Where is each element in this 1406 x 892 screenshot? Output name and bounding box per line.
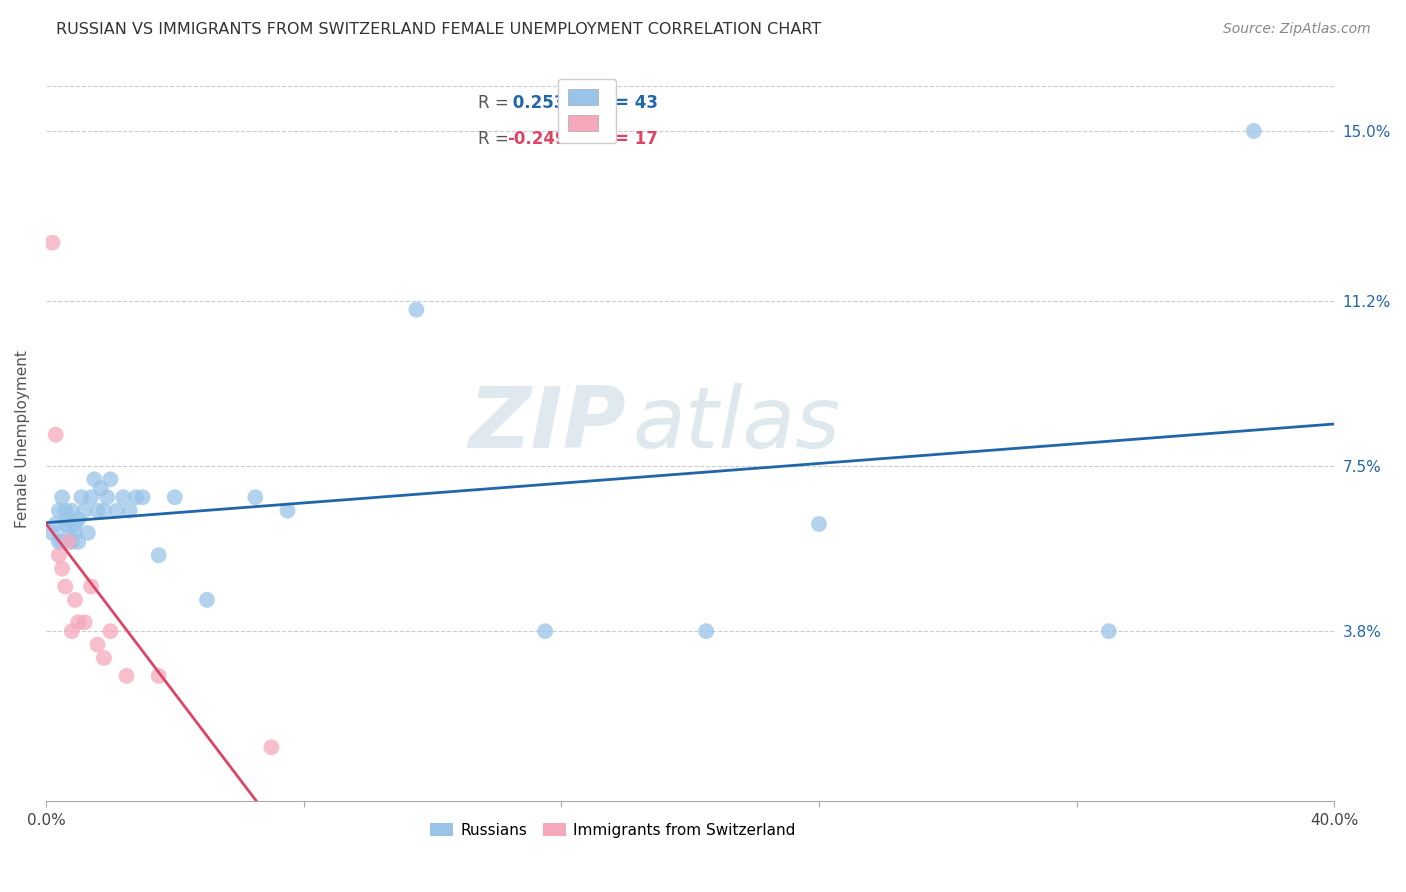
Y-axis label: Female Unemployment: Female Unemployment	[15, 351, 30, 528]
Point	[90, 481, 112, 495]
Text: atlas: atlas	[633, 384, 841, 467]
Point	[1098, 624, 1121, 639]
Point	[86, 503, 108, 517]
Point	[93, 503, 115, 517]
Point	[93, 651, 115, 665]
Point	[51, 562, 73, 576]
Point	[83, 472, 105, 486]
Point	[86, 638, 108, 652]
Text: Source: ZipAtlas.com: Source: ZipAtlas.com	[1223, 22, 1371, 37]
Point	[163, 490, 186, 504]
Text: ZIP: ZIP	[468, 384, 626, 467]
Point	[53, 516, 76, 531]
Point	[695, 624, 717, 639]
Point	[131, 490, 153, 504]
Point	[73, 503, 96, 517]
Point	[67, 615, 90, 630]
Point	[41, 525, 63, 540]
Point	[80, 490, 103, 504]
Point	[48, 534, 70, 549]
Text: N = 17: N = 17	[585, 130, 658, 148]
Point	[1243, 124, 1265, 138]
Point	[118, 503, 141, 517]
Point	[80, 580, 103, 594]
Point	[60, 534, 83, 549]
Point	[277, 503, 299, 517]
Point	[51, 490, 73, 504]
Point	[58, 534, 80, 549]
Point	[96, 490, 118, 504]
Point	[60, 624, 83, 639]
Text: RUSSIAN VS IMMIGRANTS FROM SWITZERLAND FEMALE UNEMPLOYMENT CORRELATION CHART: RUSSIAN VS IMMIGRANTS FROM SWITZERLAND F…	[56, 22, 821, 37]
Point	[100, 472, 122, 486]
Point	[53, 503, 76, 517]
Point	[48, 503, 70, 517]
Legend: Russians, Immigrants from Switzerland: Russians, Immigrants from Switzerland	[423, 817, 801, 844]
Point	[67, 534, 90, 549]
Point	[807, 516, 830, 531]
Point	[51, 534, 73, 549]
Point	[63, 525, 86, 540]
Point	[60, 503, 83, 517]
Point	[76, 525, 98, 540]
Point	[58, 525, 80, 540]
Point	[45, 427, 67, 442]
Text: R =: R =	[478, 130, 513, 148]
Point	[534, 624, 557, 639]
Point	[245, 490, 267, 504]
Point	[100, 624, 122, 639]
Point	[148, 548, 170, 562]
Point	[41, 235, 63, 250]
Text: 0.253: 0.253	[508, 94, 565, 112]
Point	[405, 302, 427, 317]
Text: N = 43: N = 43	[585, 94, 658, 112]
Point	[45, 516, 67, 531]
Point	[115, 669, 138, 683]
Point	[48, 548, 70, 562]
Point	[70, 490, 93, 504]
Point	[112, 490, 135, 504]
Point	[67, 512, 90, 526]
Point	[53, 580, 76, 594]
Point	[195, 593, 218, 607]
Point	[148, 669, 170, 683]
Point	[125, 490, 148, 504]
Point	[63, 593, 86, 607]
Point	[63, 516, 86, 531]
Text: R =: R =	[478, 94, 513, 112]
Point	[58, 512, 80, 526]
Point	[260, 740, 283, 755]
Text: -0.249: -0.249	[508, 130, 567, 148]
Point	[105, 503, 128, 517]
Point	[73, 615, 96, 630]
